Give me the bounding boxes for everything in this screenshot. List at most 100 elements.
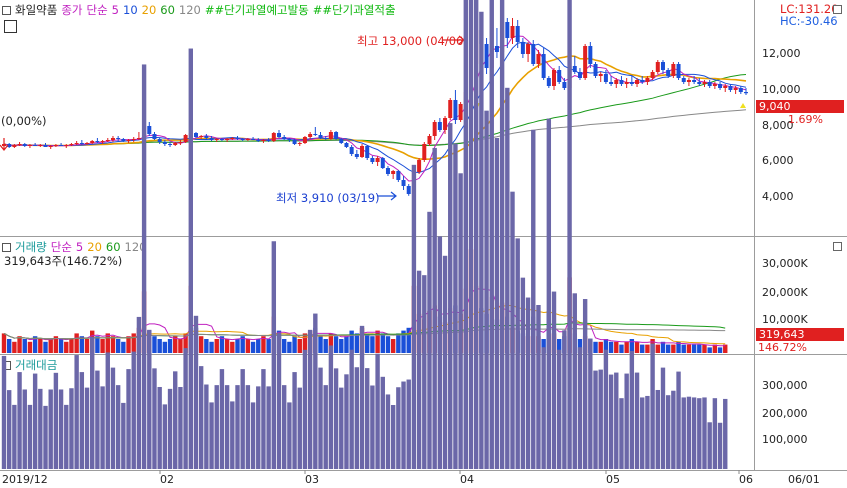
legend-vma120[interactable]: 120 — [124, 240, 147, 254]
amount-bar — [614, 372, 619, 469]
amount-bar — [235, 385, 240, 469]
y-axis-line — [754, 0, 755, 470]
amount-bar — [152, 368, 157, 469]
amount-bar — [230, 401, 235, 469]
maximize-icon[interactable] — [833, 5, 842, 14]
legend-ma10[interactable]: 10 — [123, 3, 138, 17]
amount-bar — [53, 372, 59, 469]
x-tick: 05 — [606, 473, 620, 486]
ma-line — [3, 41, 747, 174]
volume-bar — [100, 339, 105, 353]
candle-body — [375, 158, 380, 162]
candle-body — [505, 22, 510, 38]
last-change-pct: 1.69% — [788, 113, 823, 126]
amount-bar — [204, 384, 209, 469]
volume-bar — [12, 341, 17, 353]
legend-vma5[interactable]: 5 — [75, 240, 84, 254]
candle-body — [344, 143, 349, 147]
amount-bar — [665, 395, 671, 469]
amount-bar — [90, 336, 95, 469]
volume-bar — [266, 339, 271, 353]
volume-bar — [645, 344, 650, 353]
candle-body — [593, 64, 598, 76]
legend-vma20[interactable]: 20 — [87, 240, 102, 254]
candle-body — [173, 143, 178, 145]
candle-body — [27, 145, 32, 146]
candle-body — [219, 139, 224, 140]
volume-bar — [240, 336, 245, 353]
legend-ma-type[interactable]: 단순 — [50, 240, 72, 254]
amount-bar — [328, 345, 334, 469]
volume-bar — [131, 333, 136, 353]
candle-body — [287, 139, 292, 140]
x-tick: 2019/12 — [2, 473, 48, 486]
legend-overheat-designated[interactable]: ##단기과열적출 — [312, 3, 396, 17]
volume-bar — [292, 336, 297, 353]
candle-body — [406, 186, 411, 194]
amount-bar — [219, 369, 225, 469]
amount-bar — [245, 385, 251, 469]
legend-ma120[interactable]: 120 — [178, 3, 201, 17]
amount-bar — [6, 390, 12, 469]
amount-bar — [603, 349, 609, 469]
legend-ma5[interactable]: 5 — [111, 3, 119, 17]
legend-vma60[interactable]: 60 — [105, 240, 121, 254]
candle-body — [437, 122, 442, 130]
volume-bar — [261, 336, 266, 353]
candle-body — [417, 160, 422, 172]
amount-bar — [562, 330, 567, 469]
candle-body — [671, 64, 676, 76]
volume-legend: 거래량 단순 5 20 60 120 — [2, 239, 150, 255]
grid-table-icon[interactable] — [4, 20, 17, 33]
amount-bar — [287, 402, 292, 469]
amount-bar — [43, 405, 48, 469]
candle-body — [484, 44, 489, 68]
legend-ma20[interactable]: 20 — [141, 3, 157, 17]
panel-toggle-icon[interactable] — [2, 6, 11, 15]
volume-bar — [173, 336, 178, 353]
amount-bar — [22, 389, 27, 469]
legend-close[interactable]: 종가 — [61, 3, 83, 17]
amount-bar — [608, 374, 614, 469]
candle-body — [536, 54, 541, 64]
volume-bar — [209, 341, 214, 353]
candle-body — [557, 70, 562, 82]
volume-bar — [370, 336, 375, 353]
volume-bar — [375, 330, 380, 353]
candle-body — [95, 141, 100, 142]
maximize-icon[interactable] — [833, 242, 842, 251]
volume-bar — [297, 339, 302, 353]
candle-body — [282, 137, 287, 139]
legend-ma60[interactable]: 60 — [160, 3, 175, 17]
panel-divider[interactable] — [0, 236, 847, 237]
amount-bar — [525, 297, 531, 469]
legend-overheat-warning[interactable]: ##단기과열예고발동 — [204, 3, 309, 17]
max-price-label: 최고 13,000 (04/06) — [357, 34, 468, 48]
candle-body — [723, 86, 728, 88]
volume-bar — [183, 333, 188, 353]
candle-body — [365, 146, 370, 158]
amount-bar — [354, 367, 360, 469]
candle-body — [453, 100, 458, 120]
panel-toggle-icon[interactable] — [2, 243, 11, 252]
candle-body — [541, 54, 546, 78]
candle-body — [199, 136, 204, 137]
legend-amount[interactable]: 거래대금 — [15, 358, 58, 372]
volume-bar — [230, 341, 235, 353]
candle-body — [225, 139, 230, 140]
amount-bar — [370, 385, 375, 469]
amount-bar — [588, 338, 593, 469]
legend-ma-type[interactable]: 단순 — [86, 3, 108, 17]
legend-volume[interactable]: 거래량 — [15, 240, 47, 254]
candle-body — [349, 147, 354, 154]
candle-body — [728, 86, 733, 90]
y-tick: 12,000 — [762, 47, 801, 60]
amount-bar — [307, 329, 313, 469]
volume-bar — [152, 336, 157, 353]
volume-bar — [126, 336, 131, 353]
candle-body — [17, 144, 22, 145]
candle-body — [738, 88, 743, 92]
candle-body — [640, 80, 645, 82]
candle-body — [126, 140, 131, 141]
